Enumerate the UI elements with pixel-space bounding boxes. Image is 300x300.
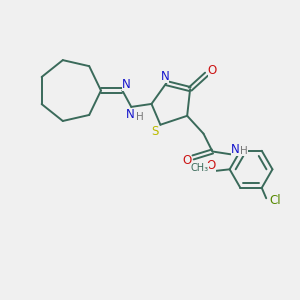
Text: Cl: Cl: [269, 194, 281, 207]
Text: O: O: [208, 64, 217, 77]
Text: N: N: [231, 142, 240, 156]
Text: O: O: [206, 159, 216, 172]
Text: CH₃: CH₃: [191, 163, 209, 173]
Text: N: N: [160, 70, 169, 83]
Text: H: H: [240, 146, 248, 157]
Text: S: S: [152, 125, 159, 138]
Text: N: N: [125, 108, 134, 122]
Text: N: N: [122, 77, 130, 91]
Text: O: O: [182, 154, 191, 167]
Text: H: H: [136, 112, 143, 122]
